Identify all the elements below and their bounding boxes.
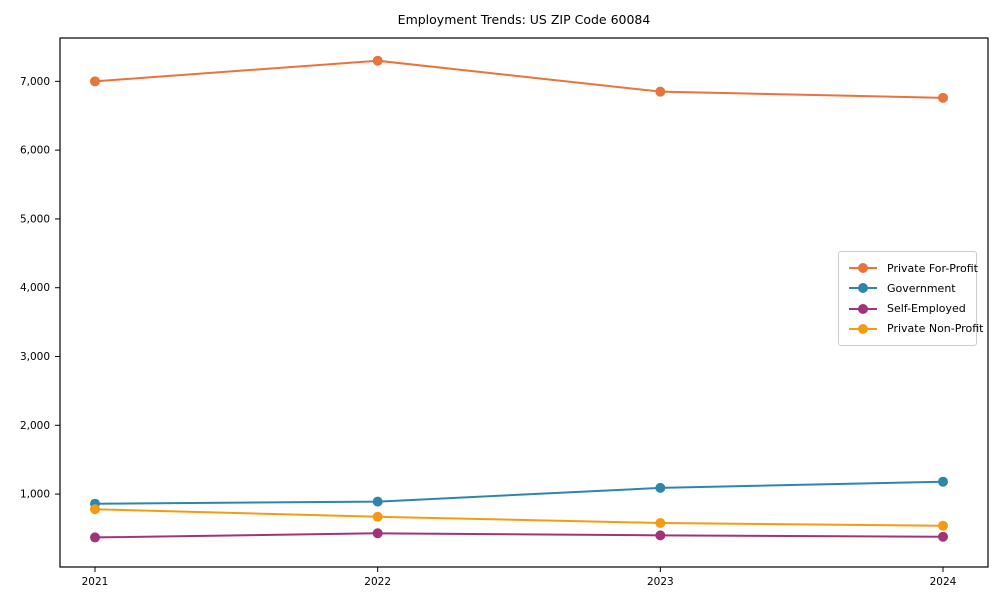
series-marker-private-for-profit: [90, 76, 100, 87]
legend-marker-icon: [849, 283, 877, 294]
series-line-government: [94, 480, 944, 505]
x-tick-label: 2023: [647, 576, 674, 588]
series-marker-private-non-profit: [938, 520, 948, 531]
series-marker-private-non-profit: [655, 517, 666, 528]
legend-item: Self-Employed: [848, 300, 968, 318]
legend-item: Private For-Profit: [848, 259, 978, 277]
x-tick-label: 2022: [364, 576, 391, 588]
legend-marker-icon: [849, 263, 877, 273]
y-tick-label: 3,000: [20, 351, 50, 363]
series-marker-private-for-profit: [655, 86, 666, 97]
series-marker-private-for-profit: [938, 92, 948, 103]
x-tick-label: 2024: [930, 576, 957, 588]
series-marker-government: [372, 496, 383, 507]
series-line-private-non-profit: [94, 508, 944, 527]
y-tick-label: 4,000: [20, 282, 50, 294]
legend-item: Government: [848, 279, 968, 297]
series-marker-self-employed: [372, 528, 383, 539]
series-line-self-employed: [94, 532, 944, 539]
series-marker-private-for-profit: [372, 55, 383, 66]
legend-marker-icon: [849, 323, 877, 334]
series-marker-private-non-profit: [372, 511, 383, 522]
legend-label: Government: [887, 281, 956, 295]
legend-label: Self-Employed: [887, 302, 966, 316]
series-line-private-for-profit: [94, 59, 944, 99]
x-tick-label: 2021: [82, 576, 109, 588]
y-tick-label: 5,000: [20, 213, 50, 225]
series-marker-self-employed: [938, 531, 948, 542]
legend-label: Private For-Profit: [887, 261, 978, 275]
legend-marker-icon: [849, 303, 877, 314]
series-marker-government: [938, 476, 948, 487]
legend-item: Private Non-Profit: [848, 320, 983, 338]
y-tick-label: 2,000: [20, 420, 50, 432]
series-marker-self-employed: [90, 532, 100, 543]
legend-label: Private Non-Profit: [887, 322, 984, 336]
series-marker-private-non-profit: [90, 504, 100, 515]
series-marker-government: [655, 482, 666, 493]
y-tick-label: 1,000: [20, 489, 50, 501]
chart-title: Employment Trends: US ZIP Code 60084: [397, 12, 651, 27]
series-marker-self-employed: [655, 530, 666, 541]
axes-frame: [59, 37, 989, 568]
legend: Private For-Profit Government Self-Employe…: [838, 251, 983, 346]
y-tick-label: 6,000: [20, 145, 50, 157]
y-tick-label: 7,000: [20, 76, 50, 88]
